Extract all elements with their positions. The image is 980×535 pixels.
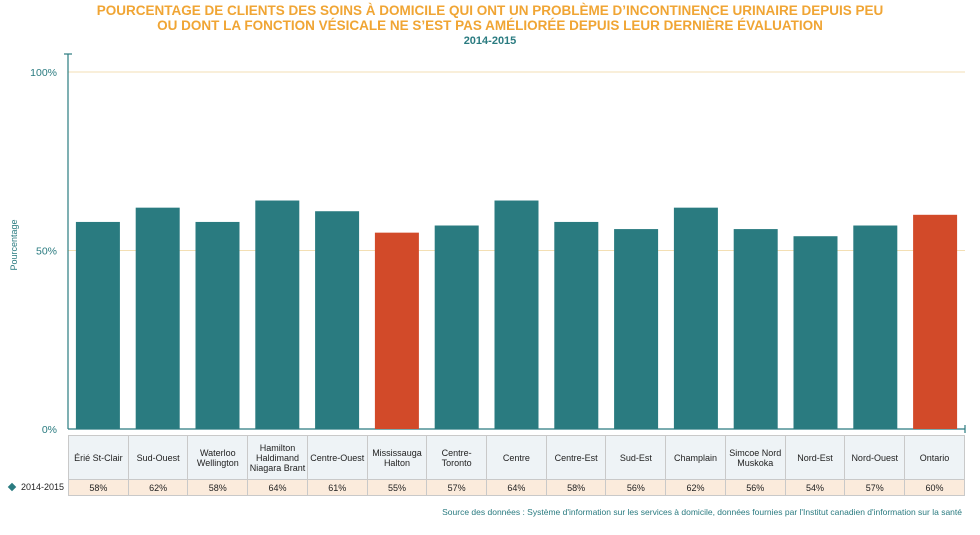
diamond-icon <box>7 482 17 492</box>
category-label: Ontario <box>904 435 965 480</box>
source-note: Source des données : Système d'informati… <box>442 507 962 517</box>
bar <box>135 207 180 429</box>
category-label: Nord-Est <box>784 435 846 480</box>
value-label: 57% <box>844 479 906 496</box>
bar <box>733 229 778 429</box>
bar <box>195 221 240 429</box>
category-label: Érié St-Clair <box>68 435 129 480</box>
series-key-label: 2014-2015 <box>21 482 65 492</box>
value-label: 61% <box>306 479 368 496</box>
category-label: Centre-Toronto <box>426 435 488 480</box>
category-label: Waterloo Wellington <box>187 435 249 480</box>
category-label: Mississauga Halton <box>366 435 428 480</box>
y-tick-label: 0% <box>42 424 57 436</box>
chart-title-line2: OU DONT LA FONCTION VÉSICALE NE S’EST PA… <box>157 18 823 33</box>
data-table: Érié St-Clair Sud-Ouest Waterloo Wellingto… <box>68 435 965 496</box>
bar <box>255 200 300 429</box>
category-label: Centre <box>486 435 547 480</box>
bar <box>793 236 838 429</box>
value-label: 62% <box>127 479 189 496</box>
category-label: Champlain <box>665 435 726 480</box>
chart-subtitle: 2014-2015 <box>463 35 517 47</box>
y-tick-label: 100% <box>30 67 57 79</box>
category-label: Centre-Ouest <box>306 435 368 480</box>
value-label: 56% <box>605 479 667 496</box>
category-label: Simcoe Nord Muskoka <box>724 435 786 480</box>
value-row: 58% 62% 58% 64% 61% 55% 57% 64% 58% 56% 62% 56% 54% 5… <box>68 479 965 496</box>
value-label: 54% <box>784 479 846 496</box>
bar <box>374 232 419 429</box>
bar <box>494 200 539 429</box>
bar <box>75 221 120 429</box>
bar <box>913 214 958 429</box>
category-label: Centre-Est <box>545 435 607 480</box>
bar <box>853 225 898 429</box>
value-label: 64% <box>486 479 547 496</box>
value-label: 56% <box>724 479 786 496</box>
category-row: Érié St-Clair Sud-Ouest Waterloo Wellingto… <box>68 435 965 480</box>
chart-title-line1: POURCENTAGE DE CLIENTS DES SOINS À DOMIC… <box>96 3 884 18</box>
bar <box>554 221 599 429</box>
y-tick-label: 50% <box>36 246 57 258</box>
value-label: 62% <box>665 479 726 496</box>
value-label: 58% <box>68 479 129 496</box>
bar <box>315 211 360 429</box>
value-label: 57% <box>426 479 488 496</box>
y-axis-label: Pourcentage <box>9 219 19 271</box>
category-label: Sud-Ouest <box>127 435 189 480</box>
category-label: Sud-Est <box>605 435 667 480</box>
series-key: 2014-2015 <box>7 482 65 492</box>
chart-title: POURCENTAGE DE CLIENTS DES SOINS À DOMIC… <box>0 3 980 33</box>
category-label: Nord-Ouest <box>844 435 906 480</box>
bar <box>673 207 718 429</box>
value-label: 58% <box>545 479 607 496</box>
value-label: 64% <box>247 479 308 496</box>
category-label: Hamilton Haldimand Niagara Brant <box>247 435 308 480</box>
value-label: 55% <box>366 479 428 496</box>
value-label: 58% <box>187 479 249 496</box>
bar <box>614 229 659 429</box>
value-label: 60% <box>904 479 965 496</box>
bar <box>434 225 479 429</box>
